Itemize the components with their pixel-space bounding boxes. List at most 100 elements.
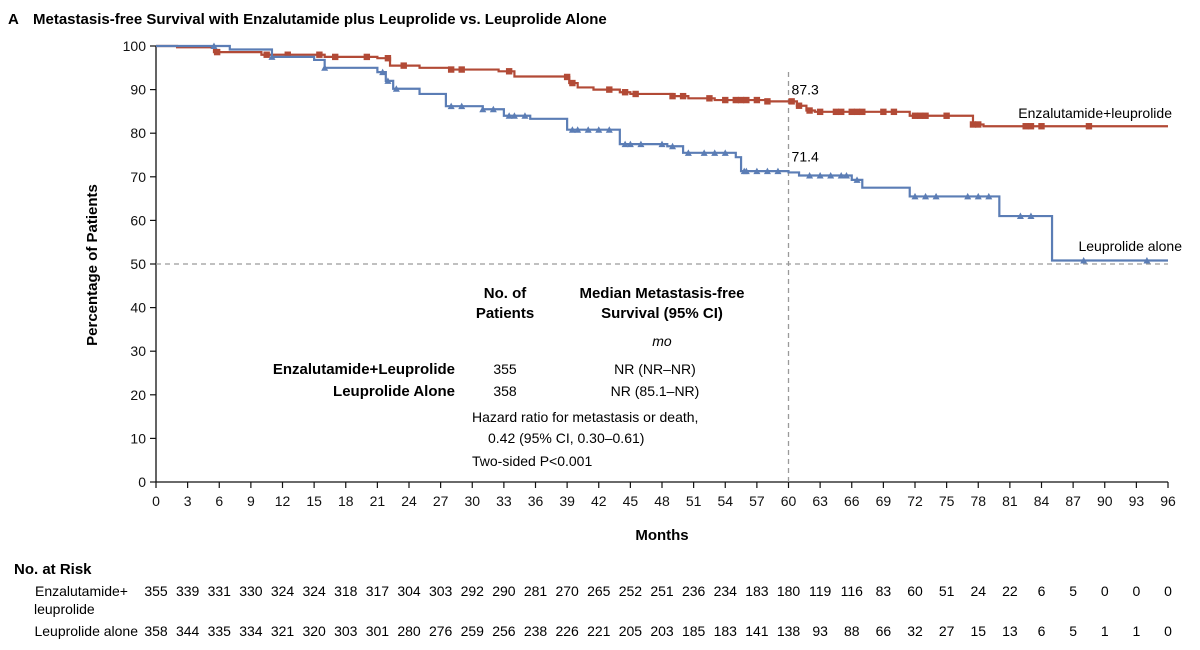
at-risk-value: 301 <box>366 623 390 639</box>
censor-mark-enzalutamide <box>832 108 840 116</box>
censor-mark-enzalutamide <box>722 96 729 104</box>
x-tick-label: 87 <box>1065 493 1081 509</box>
at-risk-value: 292 <box>461 583 485 599</box>
y-tick-label: 80 <box>130 125 146 141</box>
censor-mark-enzalutamide <box>853 108 861 116</box>
censor-mark-leuprolide <box>379 68 387 76</box>
panel-letter: A <box>8 11 19 28</box>
censor-mark-enzalutamide <box>1022 123 1029 130</box>
x-tick-label: 6 <box>215 493 223 509</box>
at-risk-value: 234 <box>714 583 738 599</box>
table-row-median-enzalutamide: NR (NR–NR) <box>614 361 696 377</box>
censor-mark-leuprolide <box>505 112 513 119</box>
censor-mark-enzalutamide <box>563 73 571 81</box>
at-risk-value: 60 <box>907 583 923 599</box>
censor-mark-leuprolide <box>816 171 824 179</box>
col-header-median-2: Survival (95% CI) <box>601 305 723 322</box>
at-risk-value: 32 <box>907 623 923 639</box>
censor-mark-enzalutamide <box>316 51 323 58</box>
censor-mark-leuprolide <box>922 192 930 200</box>
at-risk-value: 358 <box>144 623 168 639</box>
x-tick-label: 51 <box>686 493 702 509</box>
censor-mark-enzalutamide <box>706 95 713 102</box>
censor-mark-leuprolide <box>384 77 392 84</box>
censor-mark-leuprolide <box>721 149 729 156</box>
y-tick-label: 50 <box>130 256 146 272</box>
x-tick-label: 33 <box>496 493 512 509</box>
censor-mark-enzalutamide <box>732 96 739 104</box>
censor-mark-enzalutamide <box>621 89 629 96</box>
at-risk-value: 205 <box>619 623 643 639</box>
at-risk-value: 0 <box>1101 583 1109 599</box>
censor-mark-enzalutamide <box>795 102 803 109</box>
at-risk-value: 183 <box>714 623 738 639</box>
censor-mark-leuprolide <box>479 105 487 113</box>
censor-mark-enzalutamide <box>505 68 513 75</box>
at-risk-value: 83 <box>876 583 892 599</box>
col-header-patients-2: Patients <box>476 305 534 322</box>
at-risk-value: 93 <box>812 623 828 639</box>
y-tick-label: 10 <box>130 430 146 446</box>
x-tick-label: 75 <box>939 493 955 509</box>
censor-mark-leuprolide <box>753 167 761 175</box>
x-tick-label: 48 <box>654 493 670 509</box>
x-tick-label: 69 <box>876 493 892 509</box>
at-risk-value: 119 <box>809 583 832 599</box>
at-risk-value: 304 <box>397 583 421 599</box>
censor-mark-leuprolide <box>595 126 603 133</box>
x-tick-label: 90 <box>1097 493 1113 509</box>
series-label-leuprolide: Leuprolide alone <box>1078 238 1182 254</box>
x-tick-label: 30 <box>464 493 480 509</box>
y-tick-label: 30 <box>130 343 146 359</box>
censor-mark-leuprolide <box>210 42 218 49</box>
at-risk-value: 1 <box>1101 623 1109 639</box>
x-tick-label: 93 <box>1129 493 1145 509</box>
x-tick-label: 63 <box>812 493 828 509</box>
y-tick-label: 70 <box>130 169 146 185</box>
censor-mark-leuprolide <box>684 149 692 156</box>
at-risk-value: 290 <box>492 583 516 599</box>
censor-mark-leuprolide <box>827 171 835 179</box>
x-tick-label: 15 <box>306 493 322 509</box>
at-risk-value: 321 <box>271 623 295 639</box>
table-row-patients-enzalutamide: 355 <box>493 361 517 377</box>
at-risk-value: 265 <box>587 583 611 599</box>
censor-mark-leuprolide <box>637 140 645 148</box>
y-axis-title: Percentage of Patients <box>84 184 101 346</box>
at-risk-value: 15 <box>970 623 986 639</box>
at-risk-value: 331 <box>208 583 232 599</box>
censor-mark-enzalutamide <box>400 62 407 69</box>
at-risk-value: 344 <box>176 623 200 639</box>
median-unit: mo <box>652 333 672 349</box>
censor-mark-enzalutamide <box>737 96 745 104</box>
censor-mark-leuprolide <box>268 53 276 60</box>
at-risk-value: 320 <box>302 623 326 639</box>
x-tick-label: 66 <box>844 493 860 509</box>
censor-mark-enzalutamide <box>679 92 687 100</box>
censor-mark-enzalutamide <box>458 66 465 73</box>
at-risk-value: 0 <box>1132 583 1140 599</box>
summary-table: No. of Patients Median Metastasis-free S… <box>273 285 745 469</box>
censor-mark-enzalutamide <box>1038 123 1045 130</box>
x-tick-label: 60 <box>781 493 797 509</box>
censor-mark-enzalutamide <box>753 96 761 104</box>
y-tick-label: 60 <box>130 212 146 228</box>
censor-mark-enzalutamide <box>1085 123 1093 130</box>
x-tick-label: 3 <box>184 493 192 509</box>
censor-mark-enzalutamide <box>788 98 795 105</box>
table-row-label-leuprolide: Leuprolide Alone <box>333 383 455 400</box>
p-value: Two-sided P<0.001 <box>472 453 592 469</box>
censor-mark-leuprolide <box>974 192 982 200</box>
censor-mark-enzalutamide <box>806 107 813 114</box>
censor-mark-leuprolide <box>742 167 750 175</box>
censor-mark-leuprolide <box>658 140 666 148</box>
table-row-median-leuprolide: NR (85.1–NR) <box>611 383 700 399</box>
x-tick-label: 78 <box>970 493 986 509</box>
censor-mark-enzalutamide <box>606 86 613 93</box>
x-tick-label: 72 <box>907 493 923 509</box>
censor-mark-leuprolide <box>911 192 919 200</box>
censor-mark-enzalutamide <box>764 98 771 105</box>
censor-mark-leuprolide <box>584 126 592 133</box>
series-label-enzalutamide: Enzalutamide+leuprolide <box>1018 105 1172 121</box>
censor-mark-leuprolide <box>774 167 782 175</box>
